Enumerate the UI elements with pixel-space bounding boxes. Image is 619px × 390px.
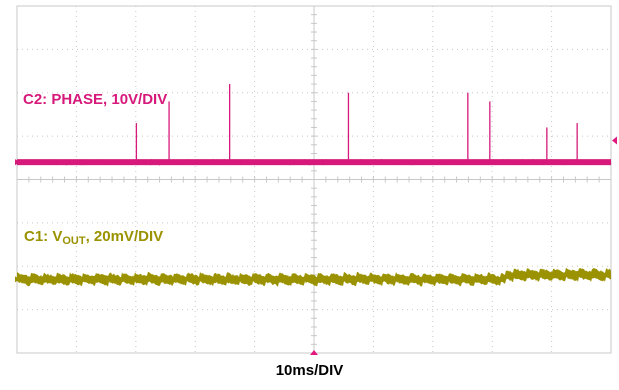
phase-trace-noise <box>16 158 612 166</box>
c1-channel-label: C1: VOUT, 20mV/DIV <box>24 228 163 247</box>
trigger-level-marker <box>612 136 617 145</box>
trigger-position-marker <box>310 350 318 355</box>
c1-label-suffix: , 20mV/DIV <box>85 228 164 245</box>
c2-channel-label: C2: PHASE, 10V/DIV <box>23 91 168 108</box>
timebase-label: 10ms/DIV <box>275 362 344 379</box>
c1-label-subscript: OUT <box>62 235 86 247</box>
c1-ground-marker <box>15 276 20 283</box>
c1-label-prefix: C1: V <box>24 228 63 245</box>
vout-trace-band <box>17 267 611 287</box>
c2-ground-marker <box>15 159 20 166</box>
